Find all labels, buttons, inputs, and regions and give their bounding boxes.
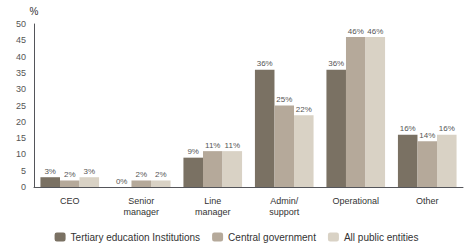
- svg-text:15: 15: [16, 133, 26, 143]
- svg-text:support: support: [269, 207, 300, 217]
- svg-text:16%: 16%: [439, 124, 455, 133]
- svg-text:3%: 3%: [84, 167, 96, 176]
- svg-text:Operational: Operational: [332, 196, 379, 206]
- svg-text:5: 5: [21, 166, 26, 176]
- svg-text:All public entities: All public entities: [344, 232, 418, 243]
- svg-text:0%: 0%: [116, 177, 128, 186]
- svg-text:Central government: Central government: [228, 232, 316, 243]
- svg-text:manager: manager: [195, 207, 231, 217]
- svg-text:%: %: [30, 6, 39, 17]
- svg-text:14%: 14%: [419, 131, 435, 140]
- svg-text:11%: 11%: [205, 141, 220, 150]
- svg-text:11%: 11%: [225, 141, 240, 150]
- svg-text:36%: 36%: [257, 59, 273, 68]
- svg-text:Senior: Senior: [128, 196, 154, 206]
- svg-text:2%: 2%: [64, 170, 76, 179]
- svg-text:20: 20: [16, 117, 26, 127]
- svg-text:40: 40: [16, 52, 26, 62]
- svg-text:36%: 36%: [328, 59, 344, 68]
- svg-text:Other: Other: [416, 196, 439, 206]
- svg-text:2%: 2%: [135, 170, 147, 179]
- svg-text:Line: Line: [204, 196, 221, 206]
- svg-text:22%: 22%: [296, 105, 312, 114]
- svg-text:0: 0: [21, 182, 26, 192]
- svg-text:manager: manager: [123, 207, 159, 217]
- svg-text:25: 25: [16, 101, 26, 111]
- svg-text:35: 35: [16, 68, 26, 78]
- svg-text:45: 45: [16, 35, 26, 45]
- svg-text:50: 50: [16, 19, 26, 29]
- svg-text:10: 10: [16, 149, 26, 159]
- svg-text:46%: 46%: [348, 27, 364, 36]
- svg-text:3%: 3%: [44, 167, 56, 176]
- svg-text:CEO: CEO: [60, 196, 80, 206]
- svg-text:Admin/: Admin/: [270, 196, 299, 206]
- svg-text:9%: 9%: [187, 147, 199, 156]
- svg-text:Tertiary education Institution: Tertiary education Institutions: [71, 232, 201, 243]
- svg-text:25%: 25%: [276, 95, 292, 104]
- svg-text:30: 30: [16, 84, 26, 94]
- svg-text:2%: 2%: [155, 170, 167, 179]
- svg-text:16%: 16%: [400, 124, 416, 133]
- svg-text:46%: 46%: [367, 27, 383, 36]
